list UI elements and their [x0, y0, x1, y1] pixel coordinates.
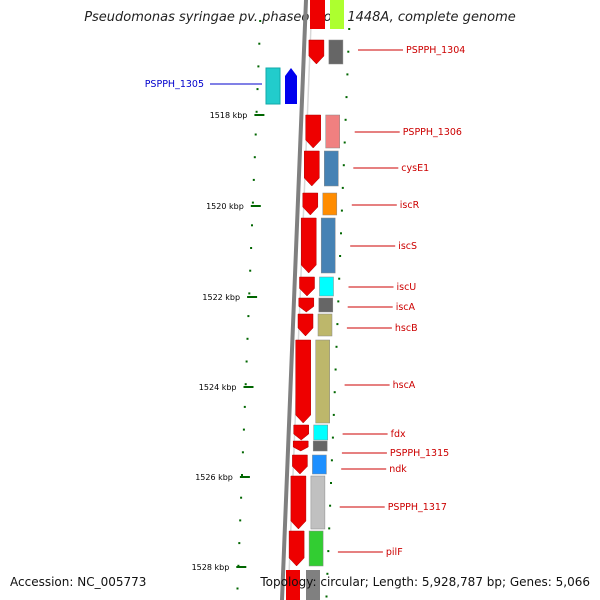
cog-bar: [310, 475, 326, 530]
cog-bar: [312, 454, 327, 475]
cog-bar: [322, 192, 338, 216]
gene-label: iscS: [398, 241, 417, 252]
gene-label: iscR: [400, 200, 420, 211]
genome-summary-text: Topology: circular; Length: 5,928,787 bp…: [260, 575, 590, 589]
minor-tick-dots: [236, 20, 351, 598]
cog-bar: [330, 0, 344, 29]
gene-arrow: [292, 440, 309, 452]
gene-arrow: [305, 114, 321, 149]
kbp-tick: [243, 386, 254, 388]
cog-bar: [315, 339, 330, 424]
gene-features: [265, 0, 344, 600]
cog-bar: [308, 530, 324, 567]
cog-bar: [317, 313, 333, 337]
kbp-tick-label: 1526 kbp: [195, 473, 233, 482]
cog-bar: [306, 570, 320, 600]
gene-label: hscB: [395, 323, 418, 334]
gene-label: iscU: [397, 282, 417, 293]
kbp-tick: [236, 566, 247, 568]
cog-bar: [328, 39, 344, 65]
gene-arrow: [310, 0, 325, 29]
gene-arrow: [298, 297, 315, 313]
gene-arrow: [285, 68, 297, 104]
gene-label: ndk: [389, 464, 407, 475]
gene-label: cysE1: [401, 163, 429, 174]
kbp-ticks: 1518 kbp 1520 kbp 1522 kbp 1524 kbp 1526 kbp…: [192, 111, 265, 572]
gene-arrow: [293, 424, 309, 441]
gene-arrow: [300, 217, 317, 274]
kbp-tick-label: 1522 kbp: [202, 293, 240, 302]
gene-arrow: [297, 313, 314, 337]
gene-arrow: [292, 454, 308, 475]
gene-label: PSPPH_1306: [403, 127, 462, 138]
kbp-tick-label: 1518 kbp: [210, 111, 248, 120]
cog-bar: [325, 114, 340, 149]
gene-label: PSPPH_1305: [145, 79, 204, 90]
cog-bar: [312, 440, 328, 452]
kbp-tick: [254, 114, 265, 116]
gene-arrow: [286, 570, 300, 600]
gene-arrow: [295, 339, 311, 424]
cog-bar: [313, 424, 328, 441]
gene-arrow: [304, 150, 320, 187]
map-title: Pseudomonas syringae pv. phaseolicola 14…: [84, 10, 516, 25]
kbp-tick-label: 1524 kbp: [199, 383, 237, 392]
cog-bar: [319, 276, 334, 297]
kbp-tick-label: 1528 kbp: [192, 563, 230, 572]
gene-arrow: [302, 192, 319, 216]
cog-bar: [320, 217, 336, 274]
gene-labels: PSPPH_1304 PSPPH_1305 PSPPH_1306 cysE1 iscR i…: [145, 45, 466, 558]
cog-bar: [318, 297, 334, 313]
kbp-tick: [250, 205, 261, 207]
gene-label: hscA: [393, 380, 416, 391]
gene-label: PSPPH_1304: [406, 45, 465, 56]
gene-label: pilF: [386, 547, 403, 558]
gene-label: PSPPH_1317: [388, 502, 447, 513]
kbp-tick-label: 1520 kbp: [206, 202, 244, 211]
gene-arrow: [288, 530, 305, 567]
gene-label: fdx: [391, 429, 406, 440]
gene-arrow: [290, 475, 307, 530]
gene-arrow: [299, 276, 315, 297]
gene-label: PSPPH_1315: [390, 448, 449, 459]
kbp-tick: [247, 296, 258, 298]
gene-arrow: [308, 39, 325, 65]
cog-bar: [324, 150, 339, 187]
gene-label: iscA: [396, 302, 416, 313]
kbp-tick: [239, 476, 250, 478]
cog-bar: [265, 67, 281, 105]
accession-text: Accession: NC_005773: [10, 575, 147, 589]
